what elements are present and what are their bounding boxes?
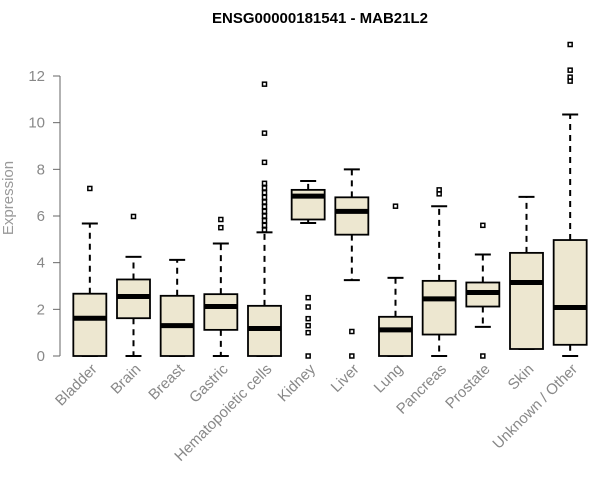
y-tick-label: 4 [37, 255, 45, 272]
outlier-point [349, 353, 355, 359]
outlier-point [130, 213, 137, 220]
box-group [116, 213, 151, 357]
outlier-point [567, 67, 573, 73]
outlier-point [261, 194, 268, 201]
outlier-point [218, 216, 224, 223]
box-group [159, 258, 195, 357]
box-iqr [509, 251, 544, 350]
outlier-point [87, 185, 93, 192]
chart-title: ENSG00000181541 - MAB21L2 [212, 10, 428, 27]
outlier-point [261, 199, 268, 205]
y-tick-label: 12 [28, 68, 45, 85]
outlier-point [305, 304, 311, 310]
y-tick-label: 10 [28, 115, 45, 132]
x-tick-label: Lung [371, 361, 407, 397]
outlier-point [261, 81, 268, 87]
x-tick-label: Brain [108, 361, 145, 398]
boxes [72, 41, 588, 359]
outlier-point [261, 203, 268, 210]
outlier-point [305, 294, 311, 301]
outlier-point [480, 353, 486, 359]
outlier-point [480, 222, 486, 229]
box-iqr [421, 279, 457, 336]
box-iqr [203, 293, 239, 331]
outlier-point [436, 187, 442, 193]
y-axis-label: Expression [0, 161, 17, 235]
outlier-point [567, 74, 573, 80]
outlier-point [261, 159, 268, 166]
outlier-point [261, 217, 268, 224]
outlier-point [305, 315, 311, 322]
x-tick-label: Kidney [275, 360, 320, 405]
box-group [421, 187, 457, 357]
y-ticks: 0 2 4 6 8 10 12 [28, 68, 60, 365]
box-group [378, 203, 413, 357]
box-group [247, 81, 282, 357]
x-tick-label: Liver [328, 361, 363, 396]
outlier-point [349, 328, 355, 335]
box-iqr [334, 196, 370, 236]
box-group [72, 185, 108, 357]
x-tick-label: Breast [145, 360, 188, 403]
outlier-point [261, 227, 268, 233]
outlier-point [261, 222, 268, 229]
outlier-point [567, 41, 573, 48]
outlier-point [392, 203, 399, 209]
box-group [465, 222, 501, 359]
outlier-point [261, 213, 268, 219]
y-tick-label: 8 [37, 161, 45, 178]
outlier-point [261, 208, 268, 215]
x-tick-label: Bladder [52, 361, 101, 410]
outlier-point [261, 185, 268, 191]
box-iqr [552, 239, 588, 346]
outlier-point [261, 130, 268, 136]
box-iqr [378, 315, 413, 357]
box-group [509, 195, 544, 350]
box-group [203, 216, 239, 357]
outlier-point [218, 224, 224, 231]
x-tick-label: Prostate [442, 361, 494, 413]
x-tick-label: Skin [505, 361, 538, 394]
box-group [290, 180, 326, 359]
y-tick-label: 0 [37, 348, 45, 365]
outlier-point [305, 329, 311, 336]
box-group [334, 168, 370, 359]
box-iqr [72, 292, 108, 357]
outlier-point [261, 180, 268, 187]
y-tick-label: 2 [37, 301, 45, 318]
outlier-point [305, 322, 311, 329]
outlier-point [305, 353, 311, 359]
y-tick-label: 6 [37, 208, 45, 225]
box-group [552, 41, 588, 357]
outlier-point [261, 189, 268, 196]
